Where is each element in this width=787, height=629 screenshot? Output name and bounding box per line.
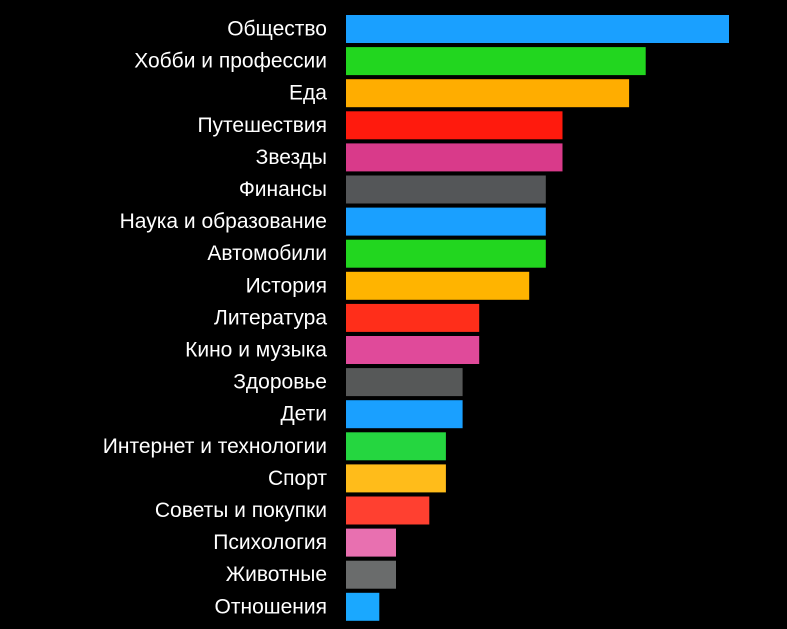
bar-16	[346, 496, 430, 525]
bar-19	[346, 592, 380, 621]
bar-14	[346, 432, 446, 461]
category-label-9: История	[246, 274, 327, 297]
category-label-8: Автомобили	[207, 242, 327, 265]
bar-3	[346, 79, 630, 108]
category-label-4: Путешествия	[197, 114, 327, 137]
category-label-5: Звезды	[256, 146, 327, 169]
category-label-7: Наука и образование	[120, 210, 327, 233]
bar-11	[346, 336, 480, 364]
category-label-11: Кино и музыка	[185, 339, 327, 362]
category-label-13: Дети	[280, 403, 327, 426]
bar-2	[346, 47, 646, 76]
bar-5	[346, 143, 563, 172]
bar-12	[346, 368, 463, 397]
bar-7	[346, 207, 546, 236]
bar-13	[346, 400, 463, 429]
bar-6	[346, 175, 546, 204]
bar-8	[346, 239, 546, 268]
category-label-17: Психология	[213, 531, 327, 554]
category-label-2: Хобби и профессии	[134, 50, 327, 73]
category-label-14: Интернет и технологии	[103, 435, 327, 458]
category-label-10: Литература	[214, 306, 327, 329]
bar-1	[346, 15, 729, 43]
category-label-3: Еда	[289, 82, 327, 105]
bars	[346, 15, 729, 621]
bar-17	[346, 528, 396, 557]
bar-4	[346, 111, 563, 140]
category-label-15: Спорт	[268, 467, 327, 490]
category-label-18: Животные	[226, 563, 327, 586]
category-label-6: Финансы	[239, 178, 327, 201]
bar-15	[346, 464, 446, 493]
category-label-16: Советы и покупки	[155, 499, 327, 522]
bar-9	[346, 271, 530, 300]
category-label-1: Общество	[227, 18, 327, 41]
category-label-19: Отношения	[215, 595, 327, 618]
bar-18	[346, 560, 396, 589]
category-labels: Общество Хобби и профессии Еда Путешествия З…	[103, 18, 328, 619]
category-label-12: Здоровье	[233, 371, 327, 394]
bar-10	[346, 303, 480, 332]
